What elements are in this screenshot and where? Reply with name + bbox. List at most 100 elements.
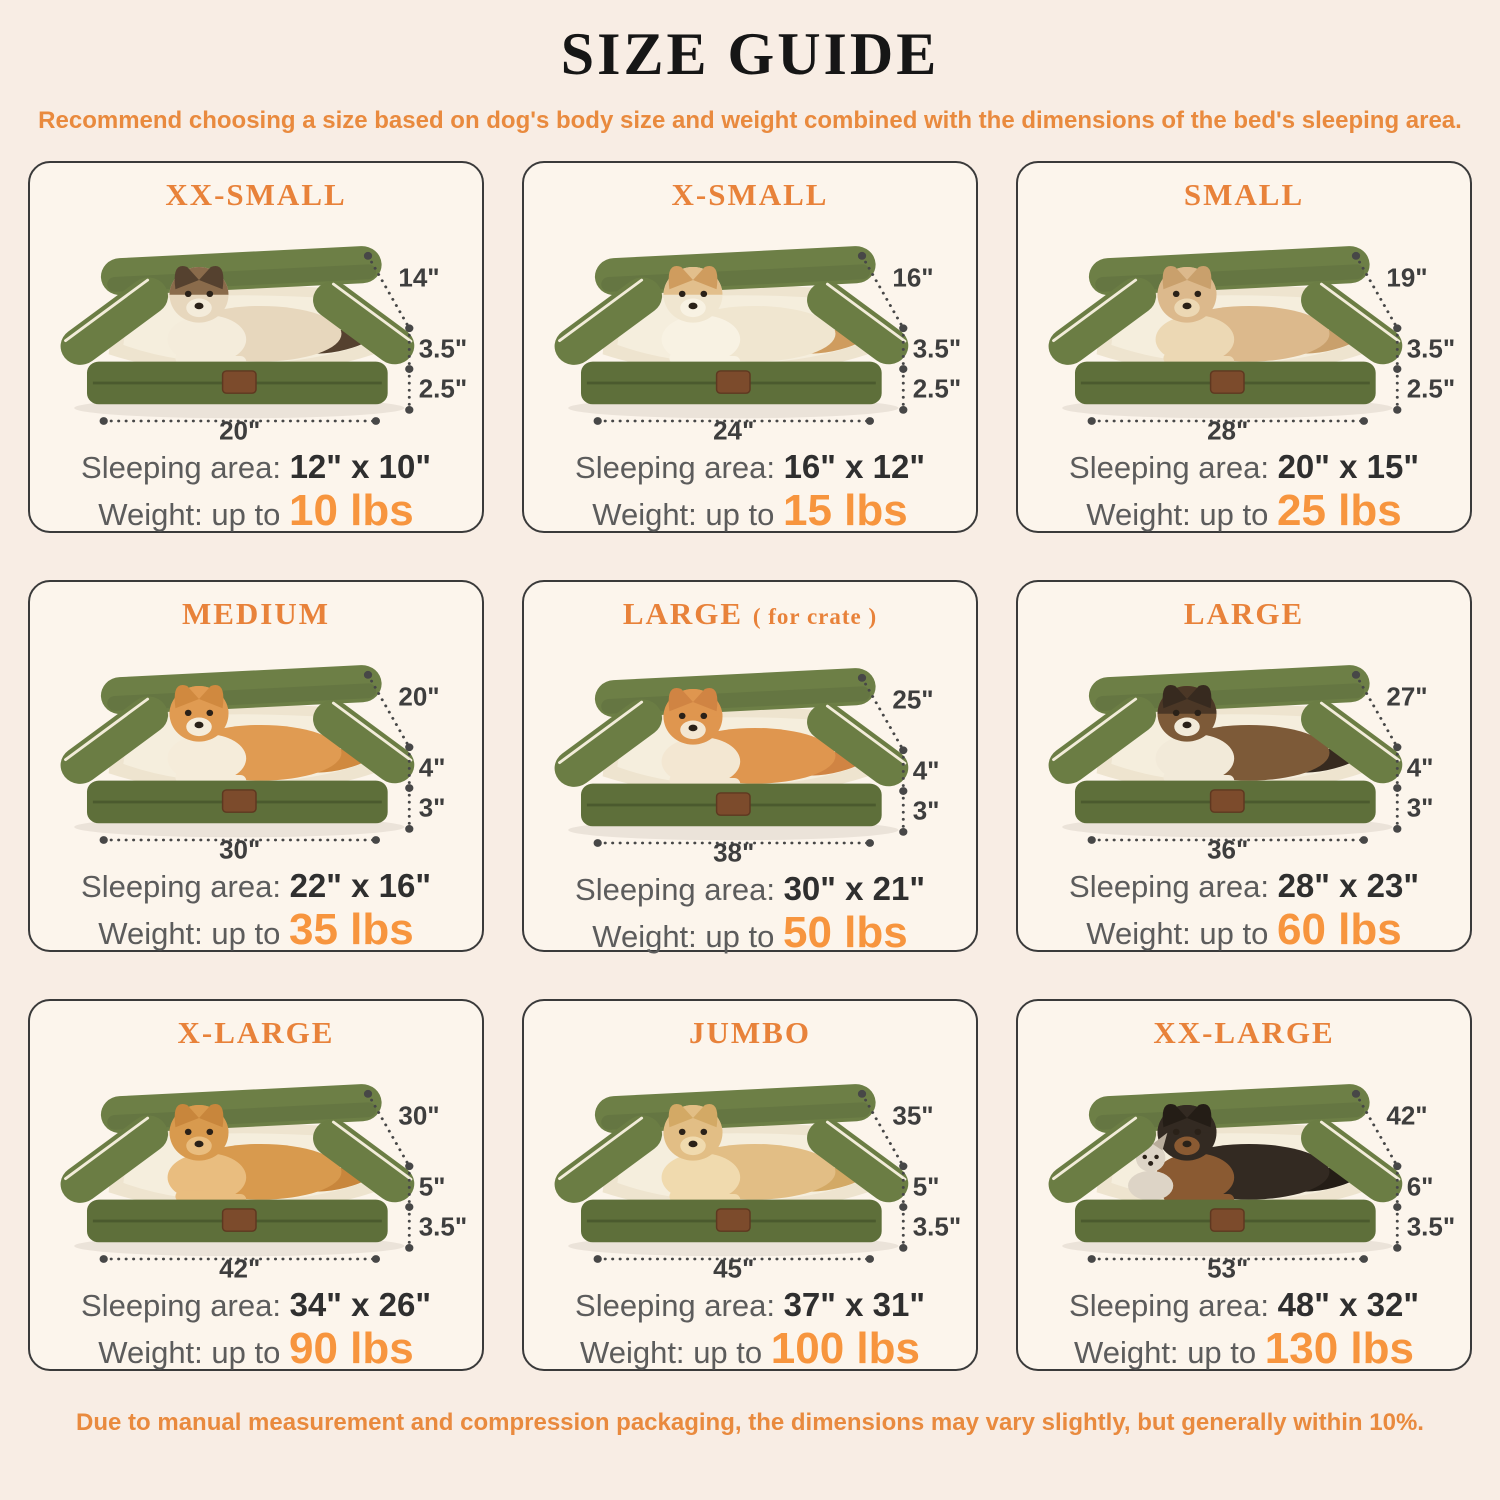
dim-lower-height-label: 3" (418, 792, 446, 823)
dog-bed-illustration (1039, 1083, 1412, 1265)
dim-lower-height-label: 2.5" (418, 373, 468, 404)
bed-figure: 20" 4" 3" 30" (30, 634, 482, 866)
sleeping-area-value: 48" x 32" (1277, 1286, 1419, 1323)
sleeping-area-label: Sleeping area: (575, 1288, 775, 1323)
dim-width-label: 45" (713, 1253, 755, 1284)
size-label-text: XX-LARGE (1153, 1015, 1335, 1050)
dog-bed-illustration (1039, 245, 1412, 427)
bed-figure: 16" 3.5" 2.5" 24" (524, 215, 976, 447)
bed-figure: 35" 5" 3.5" 45" (524, 1053, 976, 1285)
dim-upper-height-label: 4" (1406, 752, 1434, 783)
dim-width-label: 53" (1207, 1253, 1249, 1284)
weight-label: Weight: (98, 497, 203, 532)
bed-figure: 14" 3.5" 2.5" 20" (30, 215, 482, 447)
dog-bed-illustration (51, 664, 424, 846)
size-label-text: XX-SMALL (165, 177, 347, 212)
sleeping-area-value: 30" x 21" (783, 870, 925, 907)
dim-depth-label: 20" (398, 681, 440, 712)
size-card-x-large: X-LARGE 30" 5" 3.5" 42" Sleeping area: 3… (28, 999, 484, 1372)
size-label-text: MEDIUM (181, 596, 331, 631)
sleeping-area-label: Sleeping area: (1069, 869, 1269, 904)
size-card-large-for-crate: LARGE ( for crate ) 25" 4" 3" 38" Sleepi… (522, 580, 978, 956)
weight-value: 90 lbs (289, 1324, 414, 1373)
weight-up-to: up to (1199, 916, 1269, 951)
weight-label: Weight: (1086, 916, 1191, 951)
size-label-text: SMALL (1183, 177, 1305, 212)
weight-text: Weight: up to 35 lbs (30, 907, 482, 957)
size-card-grid: XX-SMALL 14" 3.5" 2.5" 20" Sleeping area… (28, 161, 1472, 1372)
weight-label: Weight: (580, 1335, 685, 1370)
weight-label: Weight: (592, 919, 697, 954)
weight-text: Weight: up to 130 lbs (1018, 1326, 1470, 1376)
sleeping-area-text: Sleeping area: 30" x 21" (524, 869, 976, 910)
size-card-xx-large: XX-LARGE 42" 6" 3.5" 53" Sleeping area: … (1016, 999, 1472, 1372)
dim-lower-height-label: 3" (912, 795, 940, 826)
dim-depth-label: 42" (1386, 1100, 1428, 1131)
dog-bed-illustration (1039, 664, 1412, 846)
size-label-text: LARGE (1183, 596, 1305, 631)
sleeping-area-label: Sleeping area: (81, 869, 281, 904)
sleeping-area-text: Sleeping area: 12" x 10" (30, 447, 482, 488)
dim-width-label: 24" (713, 415, 755, 446)
dim-lower-height-label: 2.5" (912, 373, 962, 404)
weight-up-to: up to (211, 916, 281, 951)
dog-bed-illustration (545, 245, 918, 427)
sleeping-area-label: Sleeping area: (1069, 450, 1269, 485)
sleeping-area-label: Sleeping area: (1069, 1288, 1269, 1323)
bed-figure: 42" 6" 3.5" 53" (1018, 1053, 1470, 1285)
sleeping-area-label: Sleeping area: (575, 872, 775, 907)
sleeping-area-value: 22" x 16" (289, 867, 431, 904)
size-label-text: LARGE (622, 596, 744, 631)
size-label: X-LARGE (30, 1015, 482, 1051)
dim-upper-height-label: 4" (418, 752, 446, 783)
page-title: SIZE GUIDE (560, 21, 940, 87)
dim-depth-label: 25" (892, 684, 934, 715)
dim-upper-height-label: 4" (912, 755, 940, 786)
weight-value: 10 lbs (289, 486, 414, 535)
bed-figure: 30" 5" 3.5" 42" (30, 1053, 482, 1285)
dim-width-label: 42" (219, 1253, 261, 1284)
sleeping-area-value: 37" x 31" (783, 1286, 925, 1323)
size-label: LARGE (1018, 596, 1470, 632)
sleeping-area-value: 20" x 15" (1277, 448, 1419, 485)
sleeping-area-text: Sleeping area: 28" x 23" (1018, 866, 1470, 907)
sleeping-area-label: Sleeping area: (81, 1288, 281, 1323)
page-subtitle: Recommend choosing a size based on dog's… (38, 107, 1462, 134)
sleeping-area-value: 16" x 12" (783, 448, 925, 485)
dim-lower-height-label: 2.5" (1406, 373, 1456, 404)
weight-text: Weight: up to 15 lbs (524, 488, 976, 538)
weight-value: 15 lbs (783, 486, 908, 535)
weight-label: Weight: (1086, 497, 1191, 532)
dog-bed-illustration (51, 1083, 424, 1265)
weight-text: Weight: up to 25 lbs (1018, 488, 1470, 538)
size-label: XX-SMALL (30, 177, 482, 213)
dog-bed-illustration (51, 245, 424, 427)
dim-width-label: 36" (1207, 834, 1249, 865)
size-card-x-small: X-SMALL 16" 3.5" 2.5" 24" Sleeping area:… (522, 161, 978, 534)
weight-value: 60 lbs (1277, 905, 1402, 954)
size-label-text: JUMBO (689, 1015, 811, 1050)
size-label: SMALL (1018, 177, 1470, 213)
sleeping-area-text: Sleeping area: 48" x 32" (1018, 1285, 1470, 1326)
size-label: XX-LARGE (1018, 1015, 1470, 1051)
weight-up-to: up to (211, 1335, 281, 1370)
dim-lower-height-label: 3.5" (1406, 1211, 1456, 1242)
size-label-text: X-SMALL (671, 177, 829, 212)
dim-lower-height-label: 3" (1406, 792, 1434, 823)
weight-up-to: up to (1187, 1335, 1257, 1370)
size-card-large: LARGE 27" 4" 3" 36" Sleeping area: 28" x… (1016, 580, 1472, 954)
sleeping-area-label: Sleeping area: (575, 450, 775, 485)
size-label-note: ( for crate ) (752, 604, 878, 629)
sleeping-area-value: 28" x 23" (1277, 867, 1419, 904)
weight-up-to: up to (705, 919, 775, 954)
dim-lower-height-label: 3.5" (912, 1211, 962, 1242)
dim-width-label: 30" (219, 834, 261, 865)
weight-text: Weight: up to 90 lbs (30, 1326, 482, 1376)
size-card-jumbo: JUMBO 35" 5" 3.5" 45" Sleeping area: 37"… (522, 999, 978, 1372)
weight-value: 35 lbs (289, 905, 414, 954)
weight-text: Weight: up to 100 lbs (524, 1326, 976, 1376)
size-label-text: X-LARGE (177, 1015, 335, 1050)
size-card-small: SMALL 19" 3.5" 2.5" 28" Sleeping area: 2… (1016, 161, 1472, 534)
weight-label: Weight: (1074, 1335, 1179, 1370)
